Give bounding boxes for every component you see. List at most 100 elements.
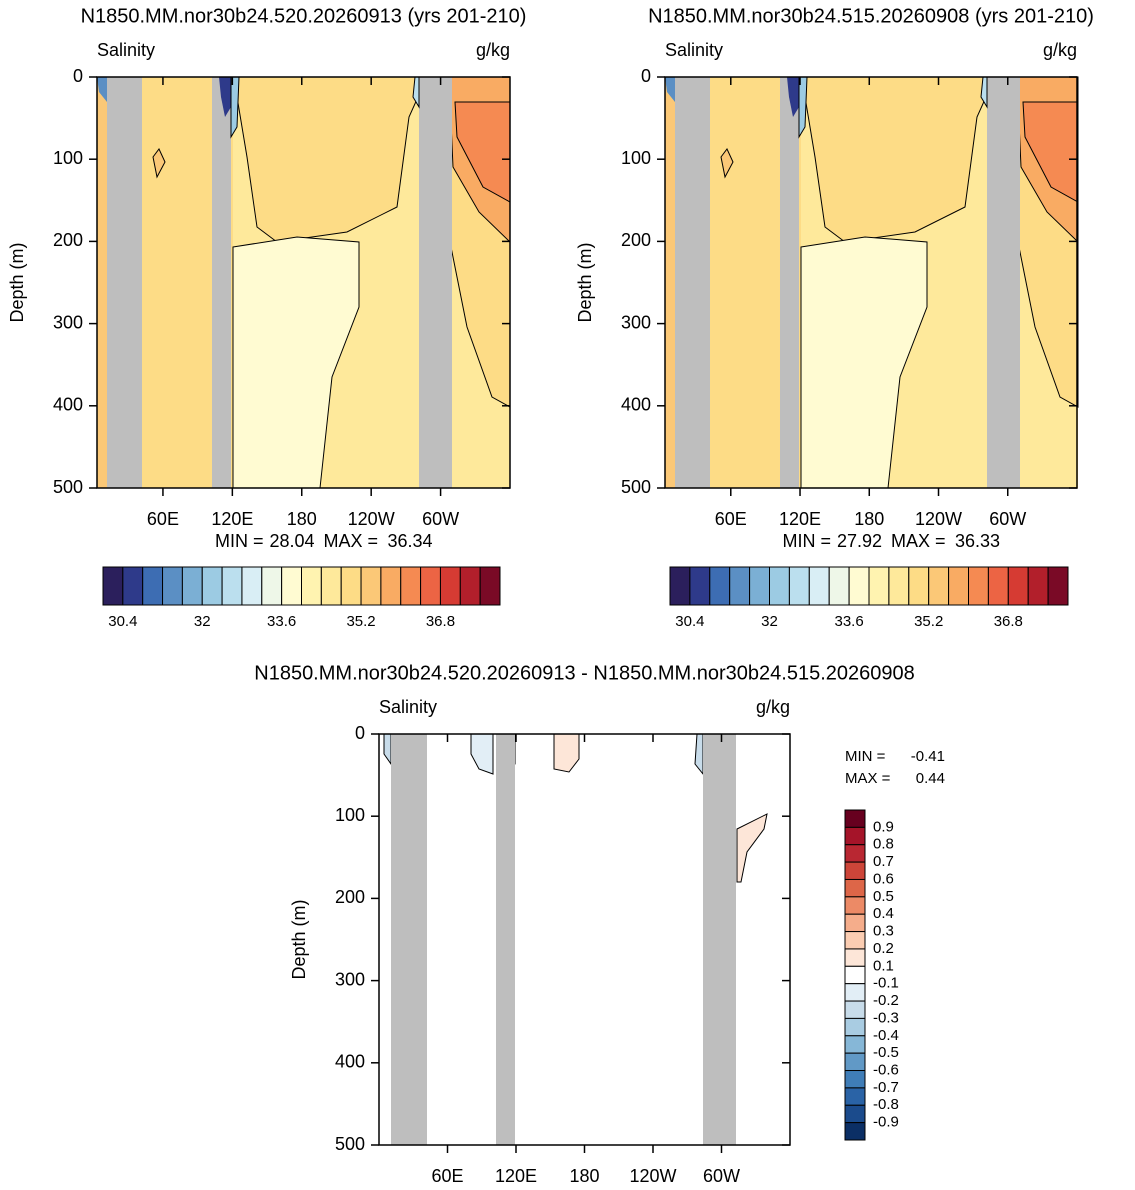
y-tick-label: 500 — [53, 477, 83, 497]
colorbar-box — [142, 566, 164, 606]
x-tick-label: 120W — [915, 509, 962, 529]
colorbar-box — [729, 566, 751, 606]
colorbar-box — [221, 566, 243, 606]
colorbar-label: 0.1 — [873, 957, 894, 974]
max-value: 0.44 — [916, 770, 945, 787]
colorbar-box — [749, 566, 770, 606]
colorbar-box — [1047, 566, 1069, 606]
y-tick-label: 100 — [621, 148, 651, 168]
colorbar-label: 36.8 — [426, 613, 455, 630]
colorbar-box — [844, 983, 866, 1002]
x-tick-label: 180 — [569, 1166, 599, 1186]
colorbar-label: -0.2 — [873, 992, 899, 1009]
x-tick-label: 60W — [703, 1166, 740, 1186]
colorbar-box — [848, 566, 870, 606]
colorbar-label: -0.3 — [873, 1009, 899, 1026]
colorbar-box — [808, 566, 830, 606]
y-tick-label: 0 — [73, 66, 83, 86]
colorbar-box — [844, 896, 866, 915]
colorbar-label: -0.4 — [873, 1027, 899, 1044]
colorbar-box — [1007, 566, 1029, 606]
y-tick-label: 500 — [335, 1134, 365, 1154]
plot-frame — [664, 76, 1078, 489]
colorbar-label: -0.6 — [873, 1061, 899, 1078]
colorbar-box — [769, 566, 790, 606]
colorbar-box — [844, 1087, 866, 1106]
left-label: Salinity — [97, 40, 155, 60]
colorbar-box — [709, 566, 731, 606]
colorbar-label: 32 — [761, 613, 778, 630]
x-tick-label: 180 — [287, 509, 317, 529]
colorbar-box — [844, 913, 866, 933]
colorbar-label: 35.2 — [346, 613, 375, 630]
x-tick-label: 60E — [715, 509, 747, 529]
colorbar-box — [844, 1070, 866, 1089]
colorbar-label: 0.3 — [873, 923, 894, 940]
colorbar-box — [868, 566, 890, 606]
colorbar-label: 0.6 — [873, 870, 894, 887]
colorbar-label: -0.7 — [873, 1079, 899, 1096]
x-tick-label: 60E — [147, 509, 179, 529]
colorbar-label: -0.8 — [873, 1096, 899, 1113]
colorbar-label: 0.2 — [873, 940, 894, 957]
y-tick-label: 300 — [53, 312, 83, 332]
colorbar-box — [844, 1035, 866, 1054]
colorbar-box — [380, 566, 402, 606]
colorbar-box — [888, 566, 910, 606]
contour-field — [664, 76, 1079, 489]
colorbar-box — [844, 948, 866, 967]
colorbar-box — [340, 566, 362, 606]
colorbar-box — [281, 566, 302, 606]
colorbar-box — [948, 566, 969, 606]
colorbar-label: 33.6 — [834, 613, 863, 630]
colorbar-box — [1027, 566, 1049, 606]
colorbar-box — [788, 566, 810, 606]
colorbar-label: -0.1 — [873, 975, 899, 992]
colorbar-box — [844, 1052, 866, 1072]
y-tick-label: 0 — [355, 723, 365, 743]
y-tick-label: 200 — [621, 230, 651, 250]
colorbar-box — [439, 566, 461, 606]
colorbar-label: 36.8 — [994, 613, 1023, 630]
x-tick-label: 180 — [854, 509, 884, 529]
y-tick-label: 300 — [621, 312, 651, 332]
y-tick-label: 100 — [335, 805, 365, 825]
colorbar-label: 0.8 — [873, 836, 894, 853]
colorbar-box — [844, 809, 866, 828]
colorbar-label: 30.4 — [108, 613, 137, 630]
min-label: MIN = — [782, 531, 831, 551]
x-tick-label: 120E — [495, 1166, 537, 1186]
max-value: 36.33 — [955, 531, 1000, 551]
x-tick-label: 120W — [629, 1166, 676, 1186]
y-axis-label: Depth (m) — [575, 242, 595, 322]
colorbar-box — [162, 566, 183, 606]
colorbar-box — [669, 566, 691, 606]
colorbar-box — [301, 566, 322, 606]
colorbar-box — [479, 566, 501, 606]
colorbar-box — [828, 566, 850, 606]
colorbar-box — [908, 566, 930, 606]
y-tick-label: 200 — [53, 230, 83, 250]
colorbar-label: -0.5 — [873, 1044, 899, 1061]
colorbar-label: 30.4 — [675, 613, 704, 630]
colorbar-box — [420, 566, 441, 606]
contour-field — [379, 733, 790, 1145]
colorbar-box — [968, 566, 989, 606]
colorbar-label: -0.9 — [873, 1114, 899, 1131]
y-axis-label: Depth (m) — [289, 899, 309, 979]
colorbar-box — [844, 844, 866, 863]
colorbar-box — [844, 931, 866, 950]
colorbar-box — [844, 1000, 866, 1019]
min-label: MIN = — [845, 748, 886, 765]
y-axis-label: Depth (m) — [7, 242, 27, 322]
x-tick-label: 120W — [348, 509, 395, 529]
colorbar-box — [844, 1122, 866, 1141]
max-label: MAX = — [891, 531, 946, 551]
left-label: Salinity — [665, 40, 723, 60]
plot-frame — [96, 76, 511, 489]
y-tick-label: 300 — [335, 969, 365, 989]
colorbar-label: 32 — [194, 613, 211, 630]
max-value: 36.34 — [388, 531, 433, 551]
